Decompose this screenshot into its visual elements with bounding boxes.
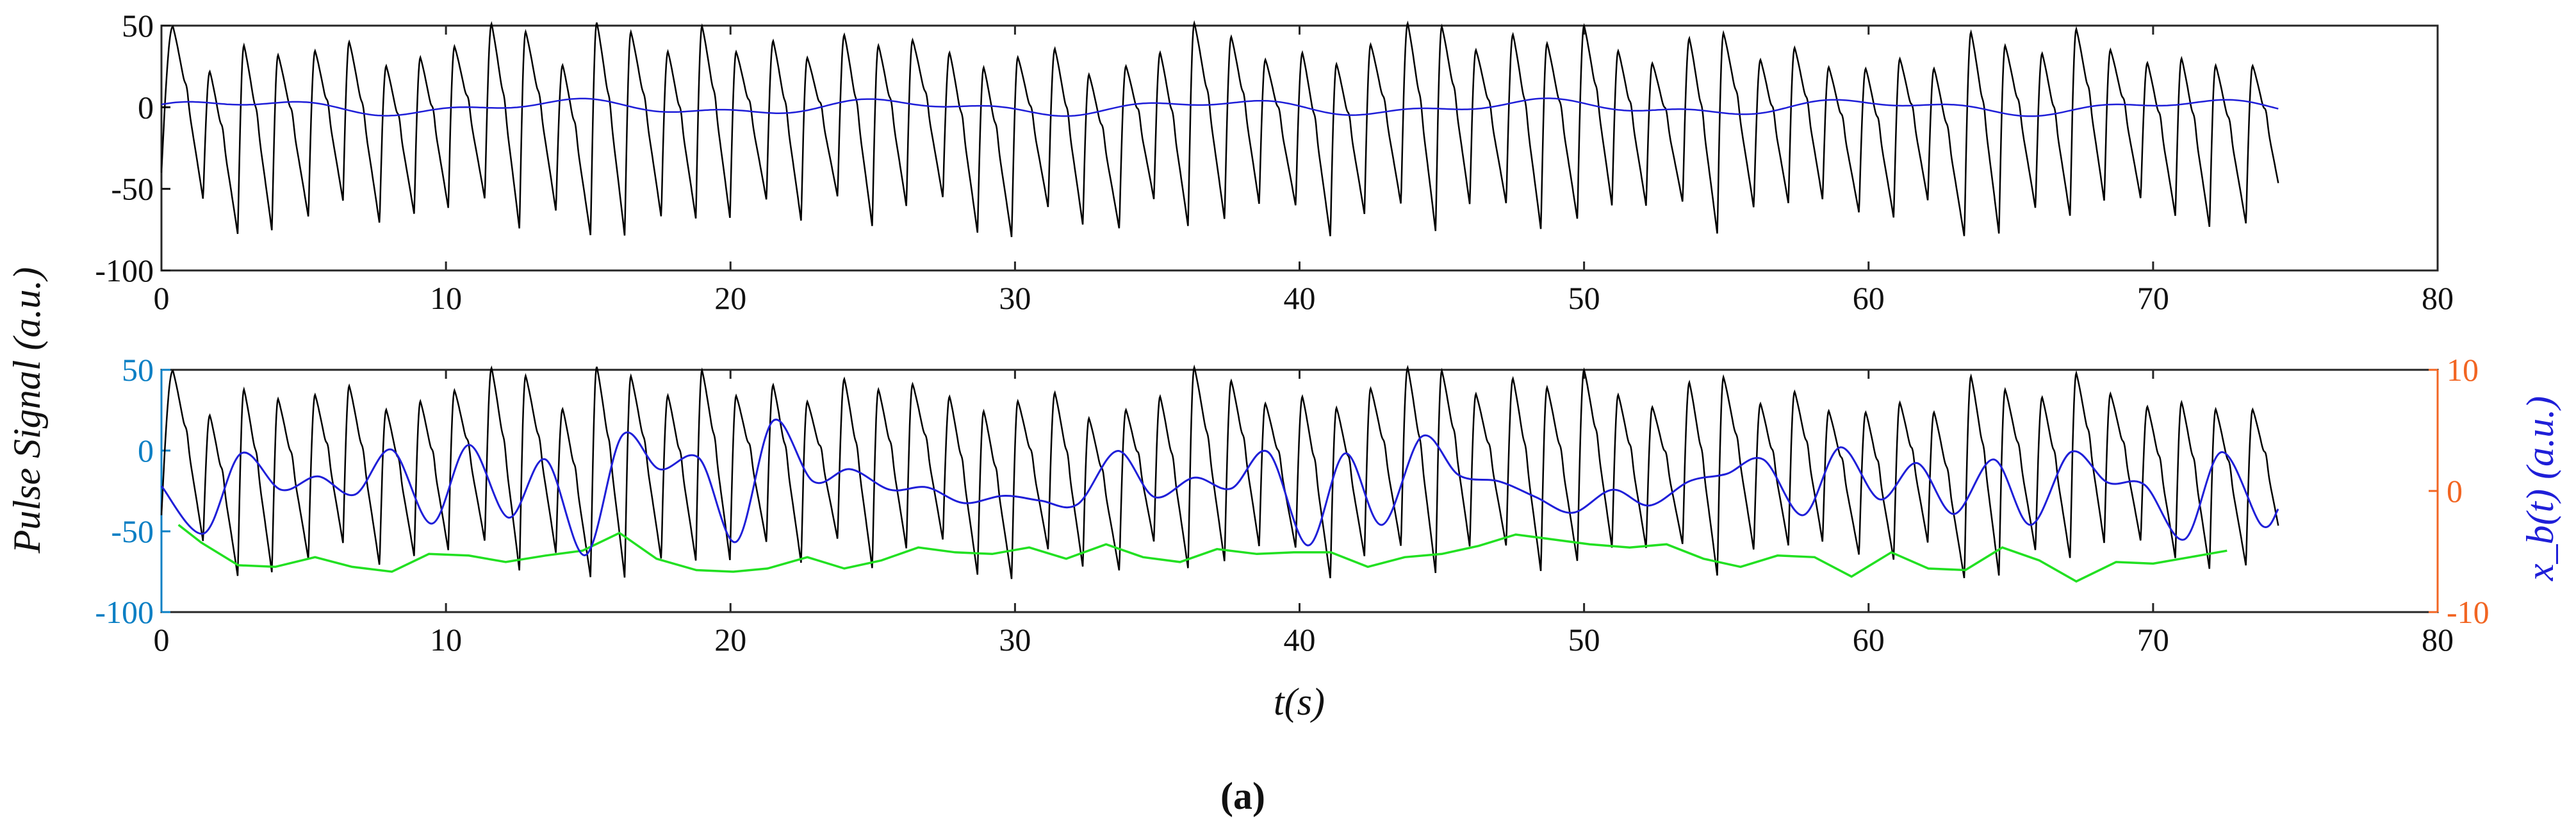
shared-y-axis-title: Pulse Signal (a.u.)	[6, 267, 48, 554]
x-tick-label: 70	[2137, 280, 2169, 316]
y-tick-label: -50	[111, 513, 154, 549]
x-tick-label: 40	[1284, 280, 1316, 316]
figure-caption: (a)	[1220, 775, 1265, 817]
x-tick-label: 70	[2137, 622, 2169, 658]
bottom-right-y-ticks: 10 0 -10	[2429, 352, 2490, 630]
x-tick-label: 30	[999, 622, 1031, 658]
y-tick-label: -100	[95, 594, 154, 630]
x-tick-label: 80	[2422, 280, 2454, 316]
top-series	[160, 20, 2279, 237]
top-x-ticks: 0 10 20 30 40 50 60 70 80	[154, 26, 2454, 316]
baseline-line	[161, 97, 2279, 117]
bottom-x-ticks: 0 10 20 30 40 50 60 70 80	[154, 370, 2454, 658]
x-tick-label: 10	[430, 622, 462, 658]
x-tick-label: 50	[1568, 622, 1600, 658]
y-tick-label: -10	[2447, 594, 2490, 630]
top-y-ticks: 50 0 -50 -100	[95, 8, 170, 288]
y-tick-label: -50	[111, 171, 154, 207]
x-tick-label: 0	[154, 280, 170, 316]
x-tick-label: 20	[714, 622, 746, 658]
pulse-signal-line	[160, 20, 2279, 237]
y-tick-label: 0	[138, 89, 154, 125]
pulse-signal-line	[160, 364, 2279, 579]
top-panel: 0 10 20 30 40 50 60 70 80 50 0 -50 -100	[95, 8, 2454, 316]
x-tick-label: 30	[999, 280, 1031, 316]
trough-envelope-line	[177, 524, 2227, 583]
y-tick-label: 0	[138, 433, 154, 469]
bottom-panel: 0 10 20 30 40 50 60 70 80 50 0 -50 -100 10 0 -10	[95, 352, 2489, 658]
y-tick-label: 10	[2447, 352, 2479, 388]
x-tick-label: 40	[1284, 622, 1316, 658]
y-tick-label: 50	[122, 352, 154, 388]
x-tick-label: 60	[1853, 280, 1885, 316]
right-y-axis-title: x_b(t) (a.u.)	[2519, 396, 2561, 581]
x-tick-label: 0	[154, 622, 170, 658]
x-tick-label: 50	[1568, 280, 1600, 316]
x-tick-label: 20	[714, 280, 746, 316]
y-tick-label: 0	[2447, 473, 2463, 509]
y-tick-label: 50	[122, 8, 154, 44]
xb-signal-line	[160, 419, 2279, 556]
bottom-left-y-ticks: 50 0 -50 -100	[95, 352, 170, 630]
x-tick-label: 60	[1853, 622, 1885, 658]
x-axis-title: t(s)	[1274, 681, 1325, 723]
bottom-series	[160, 364, 2279, 583]
x-tick-label: 10	[430, 280, 462, 316]
y-tick-label: -100	[95, 253, 154, 288]
x-tick-label: 80	[2422, 622, 2454, 658]
